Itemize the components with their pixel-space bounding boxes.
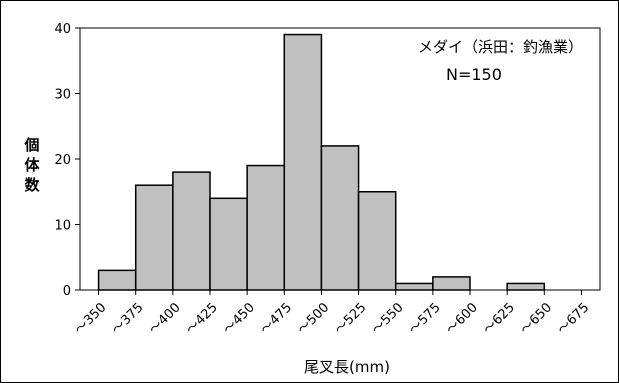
y-tick-label: 0 <box>63 284 71 299</box>
y-axis-label: 個体数 <box>23 136 40 194</box>
bar <box>134 184 174 291</box>
plot-area-border <box>79 27 601 291</box>
bar <box>246 164 286 291</box>
bar <box>97 269 137 291</box>
bar <box>172 171 211 291</box>
x-tick-label: ～475 <box>258 300 295 337</box>
bar <box>432 276 471 291</box>
bar <box>357 191 397 291</box>
x-axis-label: 尾叉長(mm) <box>304 358 390 376</box>
x-tick-label: ～450 <box>221 300 258 337</box>
x-tick-label: ～550 <box>369 300 406 337</box>
x-tick-label: ～500 <box>295 300 332 337</box>
y-tick-label: 10 <box>54 219 71 234</box>
x-tick-label: ～650 <box>518 300 555 337</box>
y-tick-label: 40 <box>54 22 71 37</box>
x-tick-label: ～525 <box>332 300 369 337</box>
bar <box>209 197 248 291</box>
x-tick-label: ～375 <box>109 300 146 337</box>
x-tick-label: ～425 <box>183 300 220 337</box>
y-tick-label: 20 <box>54 153 71 168</box>
x-axis-ticks: ～350 ～375 ～400 ～425 ～450 ～475 ～500 ～525 ～550 ～575… <box>72 290 592 338</box>
bar <box>394 282 434 291</box>
x-tick-label: ～675 <box>555 300 592 337</box>
x-tick-label: ～575 <box>406 300 443 337</box>
x-tick-label: ～600 <box>443 300 480 337</box>
x-tick-label: ～350 <box>72 300 109 337</box>
x-tick-label: ～625 <box>481 300 518 337</box>
y-axis-ticks: 0 10 20 30 40 <box>54 22 80 299</box>
species-annotation: メダイ（浜田：釣漁業） <box>418 38 583 56</box>
bar <box>320 145 360 291</box>
bar <box>283 33 323 291</box>
bars <box>97 33 546 291</box>
x-tick-label: ～400 <box>146 300 183 337</box>
bar <box>506 282 546 291</box>
sample-size-annotation: N=150 <box>446 65 502 84</box>
y-tick-label: 30 <box>54 88 71 103</box>
